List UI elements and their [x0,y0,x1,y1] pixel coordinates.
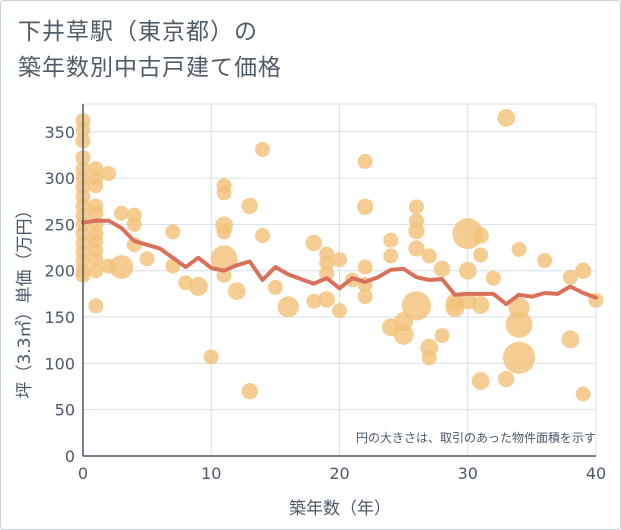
bubble-point [511,241,527,257]
y-tick-label: 200 [44,262,75,281]
bubble-point [305,234,323,252]
bubble-point [562,269,578,285]
bubble-point [88,252,104,268]
bubble-point [139,251,155,267]
bubble-point [421,350,437,366]
bubble-point [267,279,283,295]
axes: 0 10 20 30 40 0 50 100 150 200 250 300 350 [44,104,606,483]
bubble-point [561,330,580,349]
bubble-point [216,224,232,240]
bubble-point [319,266,335,282]
bubble-point [485,270,501,286]
bubble-point [241,382,258,400]
bubble-point [471,296,490,314]
bubble-point [255,228,271,244]
bubble-point [357,153,373,169]
trend-line-layer [81,218,598,307]
x-axis-title: 築年数（年） [289,499,391,519]
bubble-point [109,255,134,279]
bubble-point [113,205,129,221]
chart-title: 下井草駅（東京都）の 築年数別中古戸建て価格 [18,14,282,86]
bubble-point [88,298,104,314]
bubble-point [433,260,451,278]
x-tick-label: 30 [458,464,478,483]
bubble-point [502,341,536,374]
y-tick-label: 250 [44,215,75,234]
y-tick-label: 0 [65,447,75,466]
bubble-point [421,248,437,264]
bubble-point [497,108,516,127]
bubble-point [255,141,271,157]
bubble-point [277,296,299,318]
bubble-point [471,372,490,390]
bubble-point [203,349,219,365]
bubble-point [88,205,104,221]
chart-title-line-2: 築年数別中古戸建て価格 [18,55,282,81]
bubble-point [332,252,347,268]
bubble-point [88,178,104,194]
bubble-point [357,259,373,275]
bubble-point [575,386,591,402]
bubble-point [472,227,489,244]
bubble-point [210,245,238,273]
bubble-point [357,289,373,305]
x-tick-label: 10 [201,464,221,483]
bubble-point [393,324,414,345]
bubble-point [383,248,399,264]
bubble-point [401,291,432,321]
y-axis-title: 坪（3.3㎡）単価（万円） [15,201,35,398]
bubble-point [537,253,553,269]
bubble-point [306,293,322,309]
y-tick-label: 50 [55,401,75,420]
bubble-point [473,247,489,263]
bubble-point [434,328,450,344]
bubble-point [318,291,335,308]
bubble-point [383,232,399,248]
bubble-point [126,216,142,232]
size-legend-note: 円の大きさは、取引のあった物件面積を示す [356,430,596,445]
bubble-point [458,261,477,280]
bubble-point [216,185,232,201]
average-price-line [81,218,598,307]
x-tick-label: 40 [586,464,606,483]
grid [82,103,597,457]
y-tick-label: 150 [44,308,75,327]
y-tick-label: 100 [44,354,75,373]
bubble-point [241,197,258,215]
x-tick-label: 20 [329,464,349,483]
bubble-point [408,222,425,240]
bubble-point [101,165,117,181]
bubble-point [505,311,533,338]
bubble-point [88,263,104,279]
x-tick-label: 0 [78,464,88,483]
y-tick-label: 350 [44,123,75,142]
bubble-point [228,282,246,301]
y-tick-label: 300 [44,169,75,188]
bubble-point [408,240,425,257]
bubble-point [165,224,181,240]
bubble-point [498,370,515,388]
bubble-point [356,198,374,216]
bubble-point [332,303,347,319]
bubble-point [574,262,592,279]
bubble-point [408,199,424,215]
bubble-point [188,276,208,296]
chart-title-line-1: 下井草駅（東京都）の [18,19,258,45]
